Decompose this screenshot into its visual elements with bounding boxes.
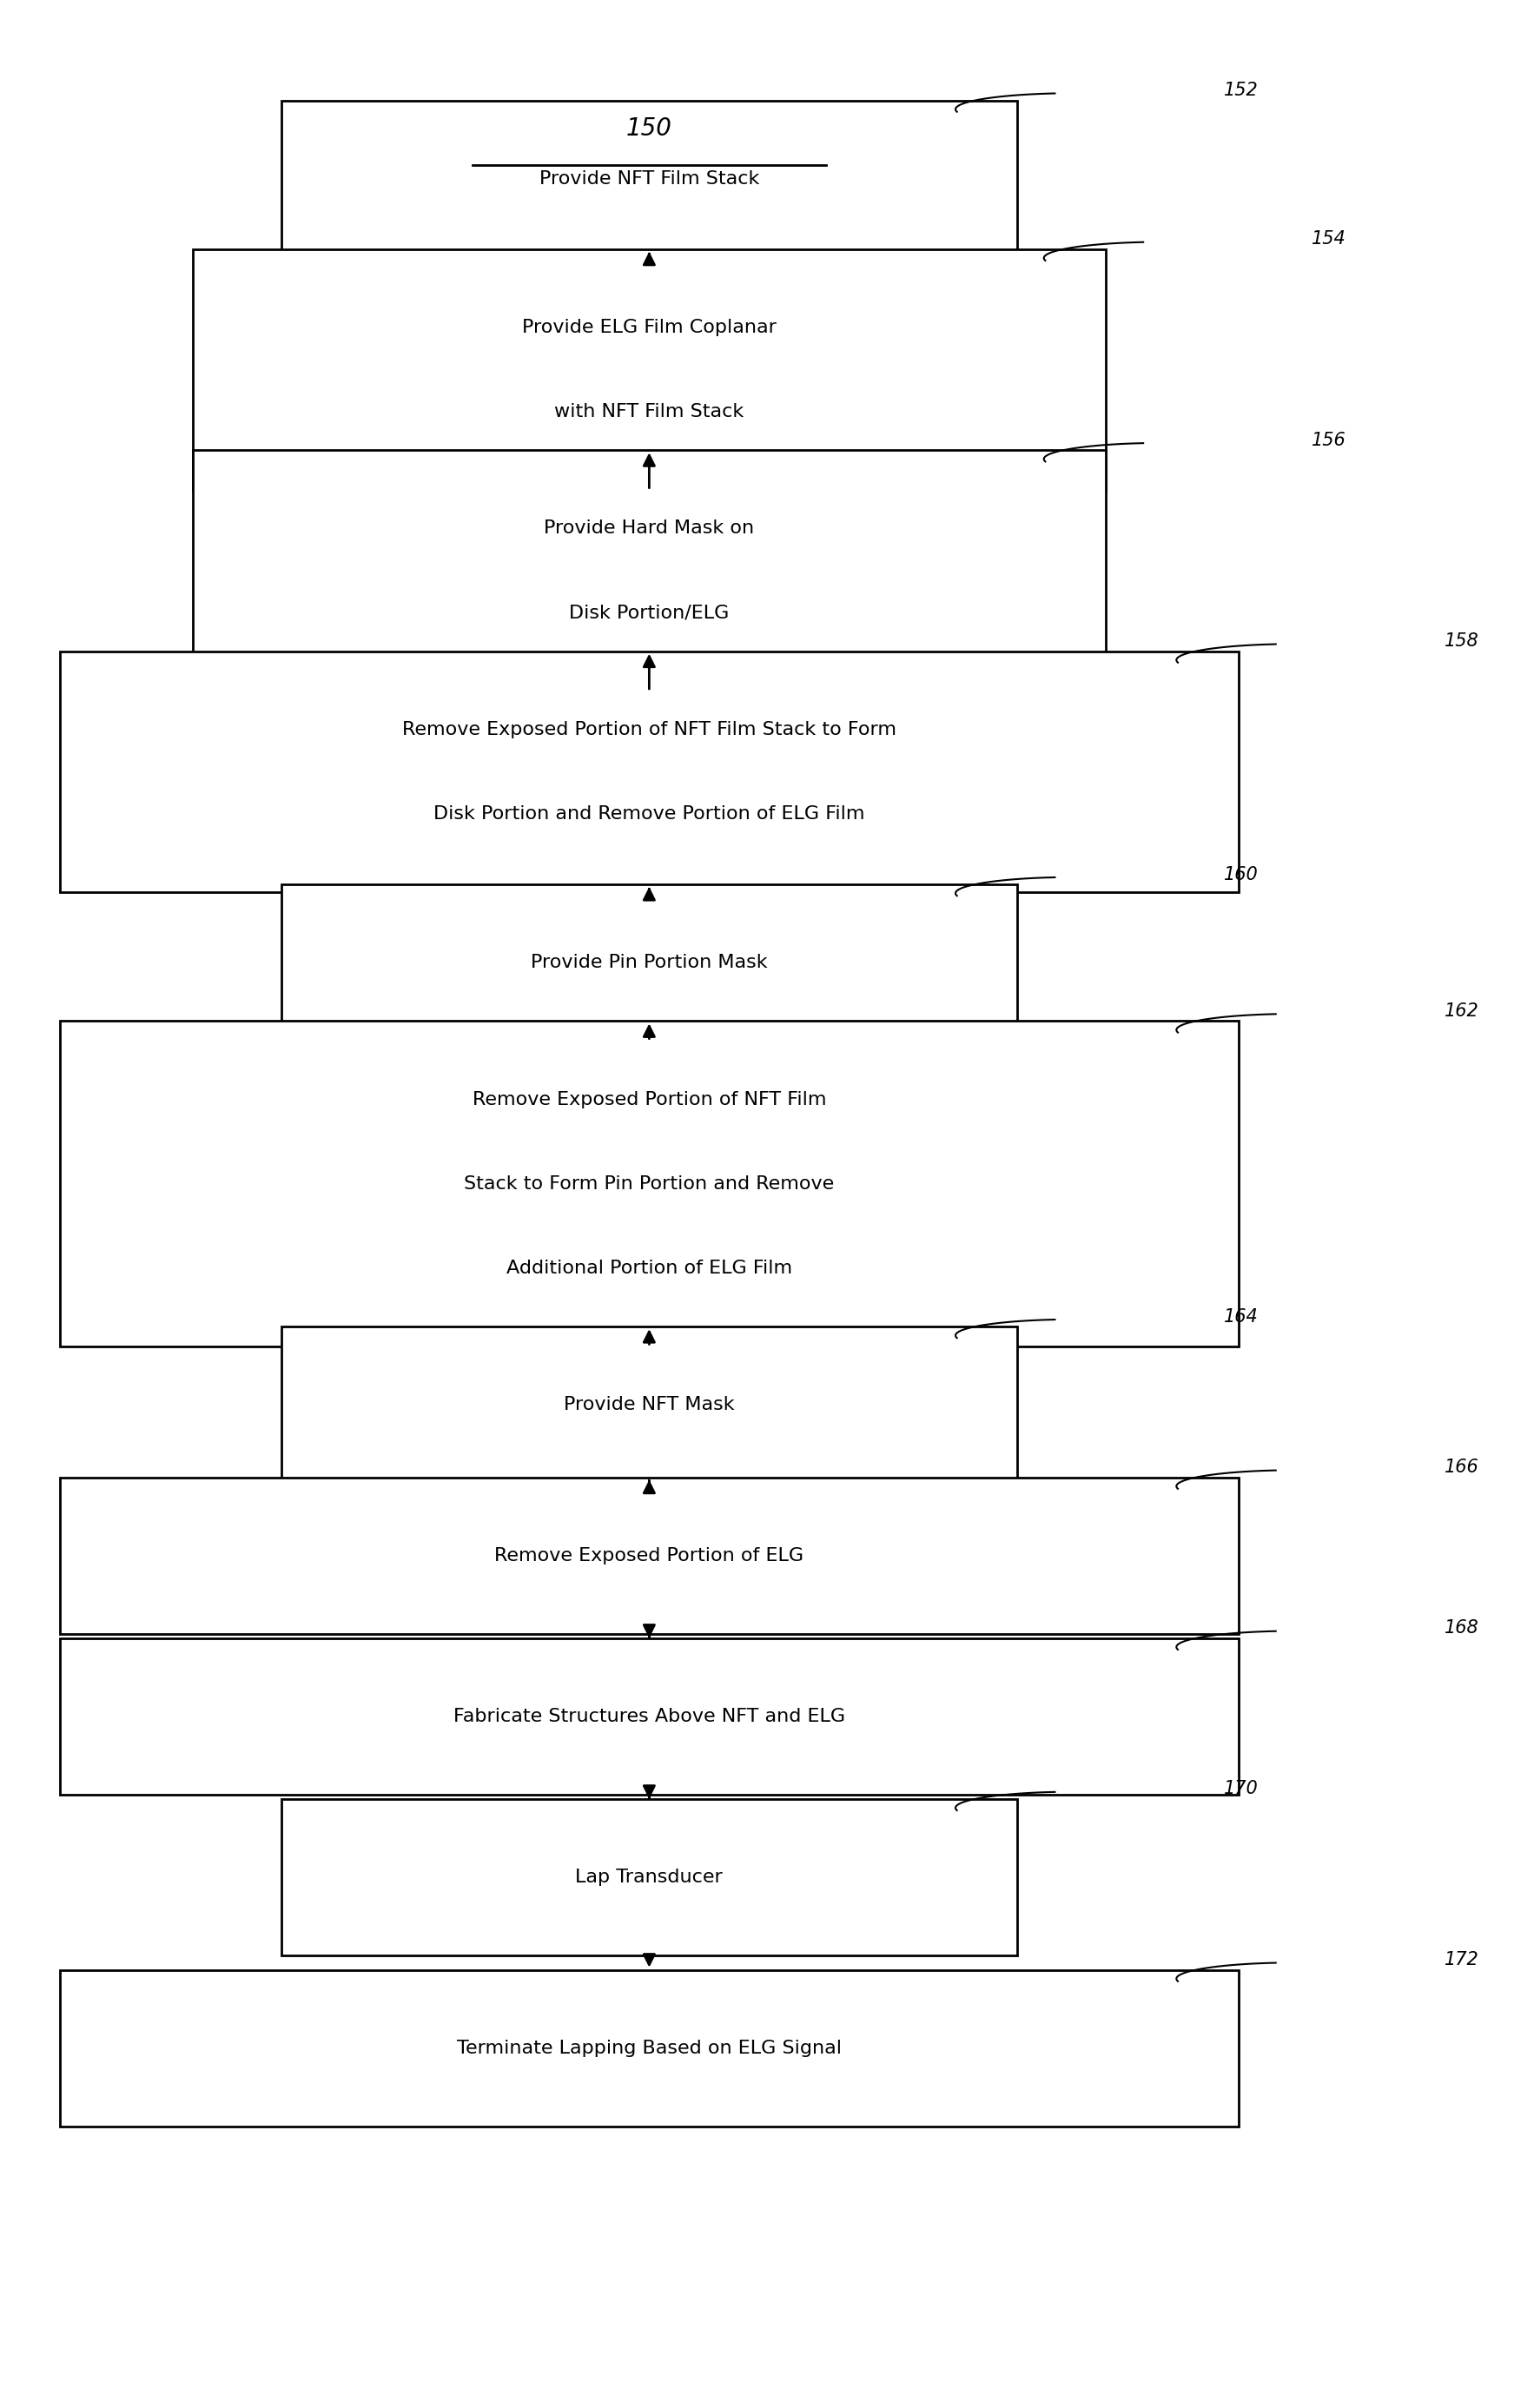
Bar [281, 1327, 1017, 1483]
Bar [60, 1479, 1238, 1635]
Text: 162: 162 [1445, 1002, 1479, 1019]
Text: 156: 156 [1312, 431, 1347, 448]
Text: Lap Transducer: Lap Transducer [575, 1869, 723, 1885]
Text: 166: 166 [1445, 1459, 1479, 1476]
Text: Provide Pin Portion Mask: Provide Pin Portion Mask [531, 954, 767, 970]
Bar [281, 101, 1017, 258]
Text: Disk Portion and Remove Portion of ELG Film: Disk Portion and Remove Portion of ELG F… [434, 804, 865, 824]
Bar [281, 1799, 1017, 1955]
Text: 160: 160 [1224, 864, 1258, 884]
Text: Remove Exposed Portion of NFT Film Stack to Form: Remove Exposed Portion of NFT Film Stack… [402, 720, 896, 739]
Text: Provide ELG Film Coplanar: Provide ELG Film Coplanar [522, 318, 776, 337]
Text: 164: 164 [1224, 1308, 1258, 1324]
Text: 158: 158 [1445, 633, 1479, 650]
Text: Stack to Form Pin Portion and Remove: Stack to Form Pin Portion and Remove [465, 1175, 834, 1192]
Bar [60, 1970, 1238, 2126]
Text: Disk Portion/ELG: Disk Portion/ELG [569, 604, 729, 621]
Text: 152: 152 [1224, 82, 1258, 99]
Text: Additional Portion of ELG Film: Additional Portion of ELG Film [506, 1259, 792, 1276]
Text: Provide NFT Film Stack: Provide NFT Film Stack [538, 171, 759, 188]
Bar [193, 248, 1106, 491]
Text: 168: 168 [1445, 1621, 1479, 1637]
Text: 170: 170 [1224, 1780, 1258, 1799]
Bar [60, 650, 1238, 893]
Text: Remove Exposed Portion of ELG: Remove Exposed Portion of ELG [494, 1546, 804, 1565]
Text: with NFT Film Stack: with NFT Film Stack [554, 402, 744, 421]
Text: 172: 172 [1445, 1950, 1479, 1967]
Text: 150: 150 [626, 116, 672, 140]
Bar [60, 1637, 1238, 1794]
Text: Terminate Lapping Based on ELG Signal: Terminate Lapping Based on ELG Signal [457, 2040, 842, 2056]
Bar [60, 1021, 1238, 1346]
Bar [281, 884, 1017, 1040]
Bar [193, 450, 1106, 691]
Text: Remove Exposed Portion of NFT Film: Remove Exposed Portion of NFT Film [472, 1091, 827, 1108]
Text: Provide Hard Mask on: Provide Hard Mask on [545, 520, 755, 537]
Text: Fabricate Structures Above NFT and ELG: Fabricate Structures Above NFT and ELG [453, 1707, 845, 1724]
Text: 154: 154 [1312, 231, 1347, 248]
Text: Provide NFT Mask: Provide NFT Mask [565, 1397, 735, 1413]
